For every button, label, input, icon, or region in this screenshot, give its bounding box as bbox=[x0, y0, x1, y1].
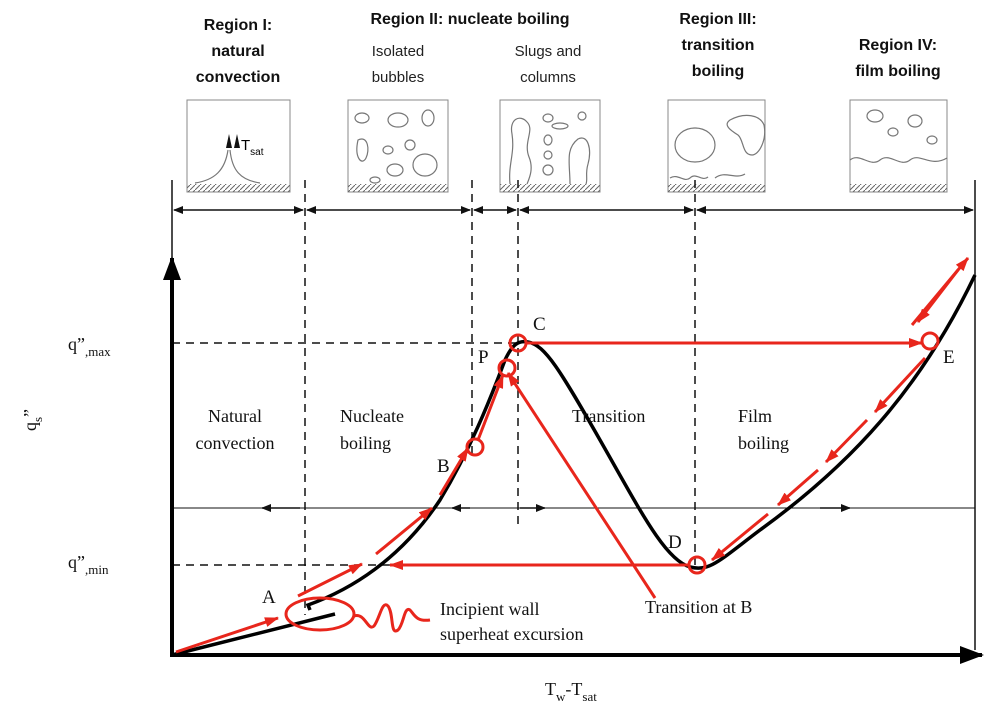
subregion-title: Slugs and bbox=[515, 43, 582, 60]
region-title: Region II: nucleate boiling bbox=[370, 11, 569, 28]
regime-label: Film bbox=[738, 406, 772, 426]
label-part: ,max bbox=[85, 344, 111, 359]
shape bbox=[298, 564, 362, 596]
boiling-curve-diagram: Region I: natural convection Region II: … bbox=[0, 0, 984, 706]
q-max-label: q”,max bbox=[68, 334, 111, 359]
label-part: q” bbox=[68, 552, 85, 572]
sketch-transition bbox=[668, 100, 765, 192]
point-label: E bbox=[943, 347, 955, 368]
annotation: superheat excursion bbox=[440, 624, 583, 644]
region-title: convection bbox=[196, 69, 280, 86]
shape bbox=[376, 508, 432, 554]
shape bbox=[354, 605, 430, 631]
region-title: natural bbox=[211, 43, 264, 60]
shape bbox=[187, 184, 290, 192]
shape bbox=[689, 557, 705, 573]
subregion-title: bubbles bbox=[372, 69, 425, 86]
point-label: A bbox=[262, 587, 276, 608]
shape bbox=[176, 618, 278, 652]
shape bbox=[668, 184, 765, 192]
x-axis-label: Tw-Tsat bbox=[545, 679, 597, 704]
boiling-curve bbox=[172, 275, 975, 655]
shape bbox=[172, 180, 695, 615]
label-part: q” bbox=[68, 334, 85, 354]
sketch-natural: Tsat bbox=[187, 100, 290, 192]
point-label: P bbox=[478, 347, 489, 368]
regime-label: Transition bbox=[572, 406, 645, 426]
shape bbox=[712, 514, 768, 560]
annotation: Incipient wall bbox=[440, 599, 539, 619]
axes bbox=[170, 258, 982, 657]
region-title: transition bbox=[682, 37, 755, 54]
shape bbox=[348, 184, 448, 192]
shape bbox=[850, 184, 947, 192]
annotation: Transition at B bbox=[645, 597, 752, 617]
sketch-isolated bbox=[348, 100, 448, 192]
point-label: C bbox=[533, 314, 546, 335]
shape bbox=[875, 358, 925, 412]
label-part: sat bbox=[582, 689, 597, 704]
shape bbox=[918, 270, 958, 322]
shape bbox=[286, 598, 354, 630]
label-part: T bbox=[545, 679, 556, 699]
shape bbox=[478, 375, 503, 440]
label-part: sat bbox=[250, 147, 264, 158]
point-label: D bbox=[668, 532, 682, 553]
y-axis-label: qs” bbox=[20, 409, 45, 431]
region-title: Region III: bbox=[679, 11, 756, 28]
q-min-label: q”,min bbox=[68, 552, 109, 577]
label-part: ” bbox=[20, 409, 40, 417]
shape bbox=[922, 333, 938, 349]
point-label: B bbox=[437, 456, 450, 477]
label-part: q bbox=[20, 422, 40, 431]
regime-label: convection bbox=[196, 433, 275, 453]
label-part: -T bbox=[565, 679, 582, 699]
region-title: Region I: bbox=[204, 17, 272, 34]
sketch-film bbox=[850, 100, 947, 192]
shape bbox=[850, 100, 947, 192]
sketch-slugs bbox=[500, 100, 600, 192]
label-part: ,min bbox=[85, 562, 109, 577]
region-title: boiling bbox=[692, 63, 744, 80]
regime-label: boiling bbox=[340, 433, 391, 453]
regime-label: Natural bbox=[208, 406, 262, 426]
regime-label: boiling bbox=[738, 433, 789, 453]
region-title: Region IV: bbox=[859, 37, 937, 54]
shape bbox=[500, 184, 600, 192]
label-part: T bbox=[241, 137, 250, 154]
region-title: film boiling bbox=[855, 63, 940, 80]
subregion-title: columns bbox=[520, 69, 576, 86]
regime-label: Nucleate bbox=[340, 406, 404, 426]
subregion-title: Isolated bbox=[372, 43, 425, 60]
